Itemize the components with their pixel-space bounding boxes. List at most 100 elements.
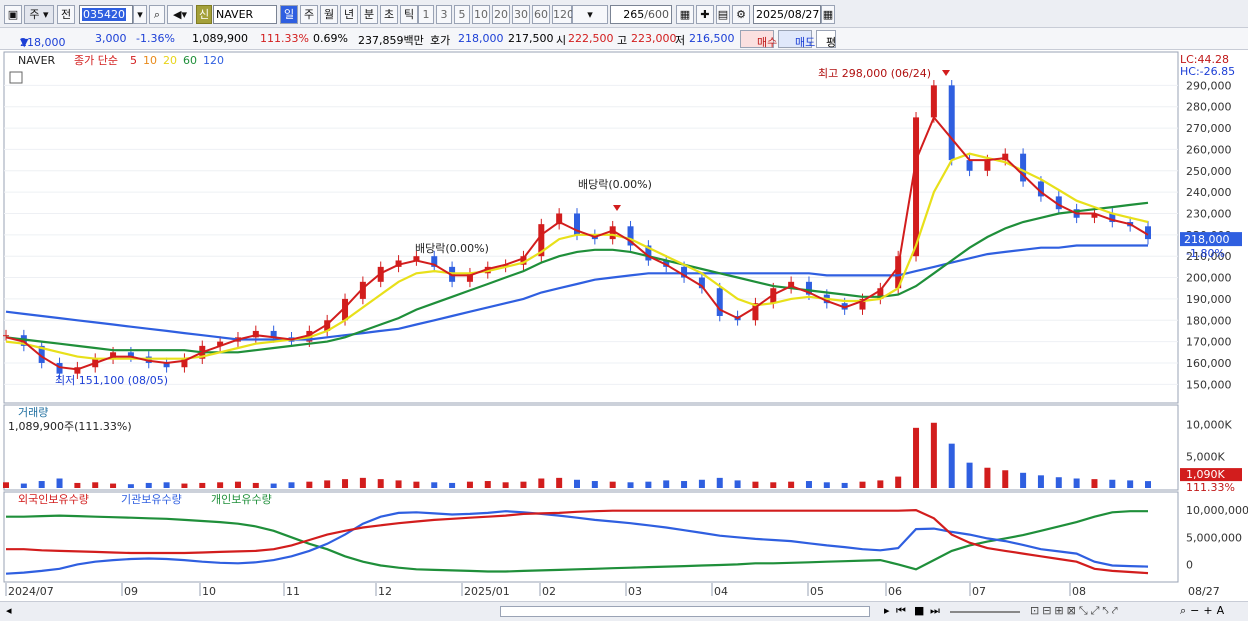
institution-holdings-line: [5, 510, 1149, 575]
volume-bar: [752, 481, 759, 488]
period-tab-0[interactable]: 일: [280, 5, 298, 24]
save-icon[interactable]: ▤: [716, 5, 730, 24]
candle-body: [698, 277, 705, 289]
sound-icon[interactable]: ◀▾: [167, 5, 193, 24]
zoom-controls-icon[interactable]: ⌕−+A: [1180, 604, 1229, 617]
candle-body: [3, 335, 9, 337]
volume-bar: [966, 462, 973, 488]
stock-name-field: NAVER: [213, 5, 277, 24]
new-badge-label: 신: [198, 8, 210, 21]
bid-price-1: 218,000: [458, 32, 504, 45]
eval-button[interactable]: 평: [816, 30, 836, 49]
candle-body: [1002, 153, 1009, 161]
volume-bar: [627, 482, 634, 488]
period-tab-5[interactable]: 초: [380, 5, 398, 24]
candle-body: [574, 213, 580, 235]
x-tick-label: 2024/07: [8, 585, 54, 598]
sell-button[interactable]: 매도: [778, 30, 815, 49]
volume-bar: [716, 477, 723, 488]
volume-bar: [217, 482, 224, 488]
last-price-tag: [1180, 232, 1242, 247]
interval-button-1[interactable]: 1: [418, 5, 434, 24]
chart-area[interactable]: 290,000 280,000 270,000 260,000 250,000 240,0…: [0, 50, 1248, 601]
x-tick-label: 09: [124, 585, 138, 598]
candle-body: [895, 256, 902, 289]
high-marker-icon: [942, 70, 950, 76]
volume-bar: [377, 479, 384, 488]
candle-body: [966, 160, 973, 171]
volume-bar: [413, 481, 420, 488]
period-tab-1[interactable]: 주: [300, 5, 318, 24]
candle-body: [556, 213, 563, 225]
interval-button-10[interactable]: 10: [472, 5, 490, 24]
volume-panel-frame: [3, 404, 1179, 491]
window-menu-icon[interactable]: ▣: [4, 5, 22, 24]
first-page-icon[interactable]: ⏮: [896, 604, 906, 617]
drawing-tools-icon[interactable]: ⊡⊟⊞⊠⤡⤢⤣⤤: [1030, 604, 1121, 617]
prev-button[interactable]: 전: [57, 5, 75, 24]
holdings-tick-label: 5,000,000: [1186, 531, 1242, 544]
volume-tick-label: 10,000K: [1186, 419, 1232, 432]
scroll-right-icon[interactable]: ▸: [884, 604, 890, 617]
candle-body: [788, 281, 795, 289]
price-tick-label: 170,000: [1186, 336, 1232, 349]
bottom-scrollbar[interactable]: ◂ ▸ ⏮ ■ ⏭ ⊡⊟⊞⊠⤡⤢⤣⤤ ⌕−+A: [0, 601, 1248, 621]
volume-bar: [520, 481, 527, 488]
interval-button-20[interactable]: 20: [492, 5, 510, 24]
volume-bar: [110, 483, 117, 488]
foreign-holdings-line: [6, 508, 1149, 575]
candle-body: [395, 260, 402, 267]
search-icon[interactable]: ⌕: [149, 5, 165, 24]
stop-icon[interactable]: ■: [914, 604, 925, 617]
chart-background: [0, 50, 1248, 601]
interval-button-5[interactable]: 5: [454, 5, 470, 24]
price-tick-label: 280,000: [1186, 101, 1232, 114]
calendar-icon[interactable]: ▦: [821, 5, 835, 24]
settings-icon[interactable]: ⚙: [732, 5, 750, 24]
zoom-slider[interactable]: [950, 611, 1020, 613]
candle-body: [930, 85, 937, 118]
price-tick-label: 160,000: [1186, 357, 1232, 370]
candle-body: [752, 303, 759, 321]
stock-code-input[interactable]: 035420: [79, 5, 133, 24]
grid-icon[interactable]: ▦: [676, 5, 694, 24]
interval-button-60[interactable]: 60: [532, 5, 550, 24]
interval-button-120[interactable]: 120: [552, 5, 574, 24]
period-tab-6[interactable]: 틱: [400, 5, 418, 24]
volume-bar: [163, 482, 170, 488]
volume-ratio: 111.33%: [260, 32, 309, 45]
volume-bar: [20, 483, 27, 488]
x-tick-label: 05: [810, 585, 824, 598]
candle-body: [1145, 226, 1151, 240]
volume-last-tag-label: 1,090K: [1186, 468, 1225, 481]
interval-button-3[interactable]: 3: [436, 5, 452, 24]
volume-bar: [484, 481, 491, 488]
volume-bar: [3, 482, 9, 488]
market-select[interactable]: 주 ▾: [24, 5, 54, 24]
date-field[interactable]: 2025/08/27: [753, 5, 821, 24]
panel-settings-icon[interactable]: [9, 71, 23, 84]
candle-body: [1037, 181, 1044, 197]
volume-bar: [270, 483, 277, 488]
scroll-left-icon[interactable]: ◂: [6, 604, 12, 617]
period-tab-4[interactable]: 분: [360, 5, 378, 24]
buy-button-label: 매수: [757, 36, 778, 49]
last-page-icon[interactable]: ⏭: [930, 604, 940, 617]
interval-button-30[interactable]: 30: [512, 5, 530, 24]
code-dropdown-icon[interactable]: ▾: [133, 5, 147, 24]
crosshair-icon[interactable]: ✚: [696, 5, 714, 24]
period-tab-2[interactable]: 월: [320, 5, 338, 24]
buy-button[interactable]: 매수: [740, 30, 778, 49]
interval-dropdown[interactable]: ▾: [572, 5, 608, 24]
scroll-thumb[interactable]: [500, 606, 870, 617]
volume-bar: [431, 482, 438, 488]
volume-bar: [859, 481, 866, 488]
holdings-panel-frame: [3, 491, 1179, 583]
period-tab-3[interactable]: 년: [340, 5, 358, 24]
volume-bar: [127, 484, 134, 488]
volume-bar: [609, 481, 616, 488]
volume-last-tag: [1180, 468, 1242, 482]
volume-bar: [288, 482, 295, 488]
data-count-field[interactable]: 265/600: [610, 5, 672, 24]
data-count-value: 265: [623, 8, 645, 21]
